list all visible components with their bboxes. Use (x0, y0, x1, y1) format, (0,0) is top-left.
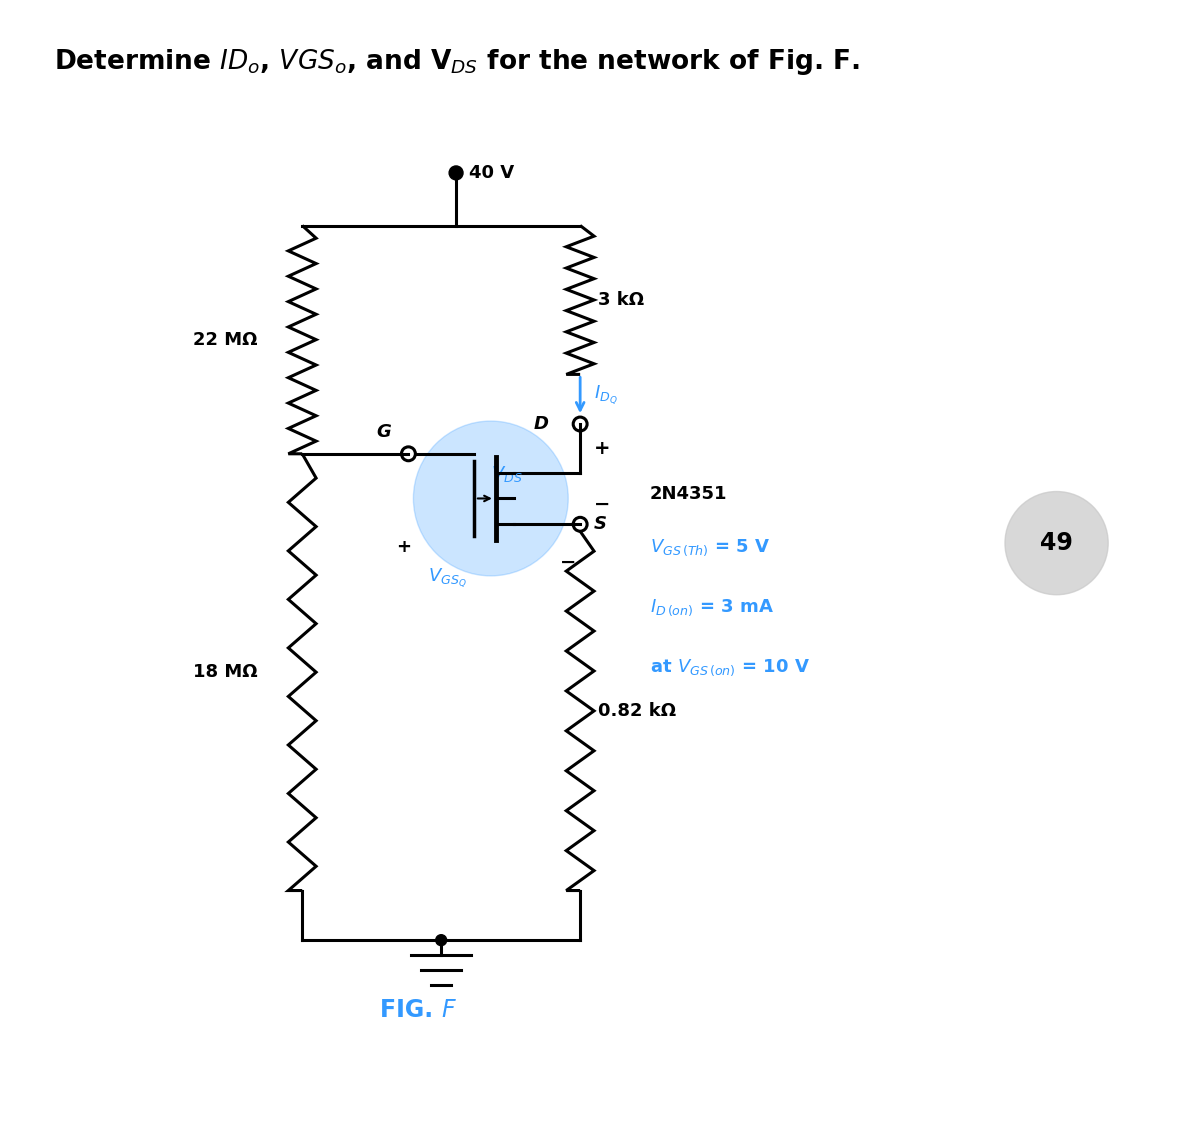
Text: $I_{D_Q}$: $I_{D_Q}$ (594, 384, 618, 407)
Text: at $V_{GS\,(on)}$ = 10 V: at $V_{GS\,(on)}$ = 10 V (649, 657, 810, 677)
Text: 0.82 kΩ: 0.82 kΩ (598, 702, 676, 720)
Text: S: S (594, 515, 607, 533)
Text: 2N4351: 2N4351 (649, 484, 727, 502)
Text: $V_{DS}$: $V_{DS}$ (491, 464, 522, 484)
Text: 18 MΩ: 18 MΩ (193, 664, 258, 682)
Text: $\mathit{F}$: $\mathit{F}$ (442, 997, 457, 1022)
Circle shape (449, 166, 463, 180)
Circle shape (436, 934, 446, 946)
Circle shape (1004, 492, 1109, 595)
Text: −: − (594, 495, 611, 514)
Text: 40 V: 40 V (469, 164, 514, 182)
Text: Determine $\mathit{ID_o}$, $\mathit{VGS_o}$, and V$_\mathit{DS}$ for the network: Determine $\mathit{ID_o}$, $\mathit{VGS_… (54, 47, 859, 76)
Text: $I_{D\,(on)}$ = 3 mA: $I_{D\,(on)}$ = 3 mA (649, 597, 774, 618)
Text: 49: 49 (1040, 531, 1073, 555)
Text: +: + (396, 538, 410, 556)
Text: G: G (377, 423, 391, 441)
Text: FIG.: FIG. (380, 997, 442, 1022)
Text: D: D (533, 416, 548, 433)
Text: 22 MΩ: 22 MΩ (193, 330, 258, 348)
Text: $V_{GS\,(Th)}$ = 5 V: $V_{GS\,(Th)}$ = 5 V (649, 538, 770, 558)
Text: 3 kΩ: 3 kΩ (598, 291, 644, 309)
Circle shape (413, 421, 569, 576)
Text: +: + (594, 439, 611, 458)
Text: −: − (560, 553, 576, 572)
Text: $V_{GS_Q}$: $V_{GS_Q}$ (428, 567, 467, 590)
